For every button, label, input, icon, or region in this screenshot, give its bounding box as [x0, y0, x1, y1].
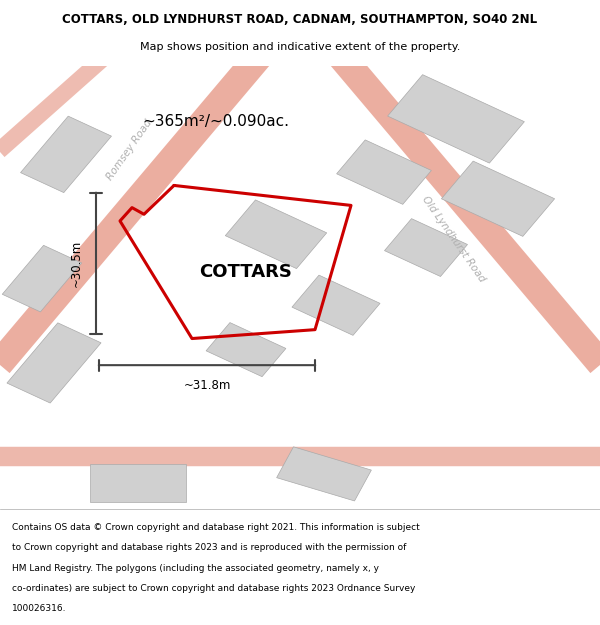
- Text: ~365m²/~0.090ac.: ~365m²/~0.090ac.: [143, 114, 290, 129]
- Text: to Crown copyright and database rights 2023 and is reproduced with the permissio: to Crown copyright and database rights 2…: [12, 544, 406, 552]
- Text: Contains OS data © Crown copyright and database right 2021. This information is : Contains OS data © Crown copyright and d…: [12, 523, 420, 532]
- Text: Map shows position and indicative extent of the property.: Map shows position and indicative extent…: [140, 42, 460, 52]
- Text: Romsey Road: Romsey Road: [104, 118, 154, 182]
- Text: COTTARS: COTTARS: [200, 263, 292, 281]
- Text: HM Land Registry. The polygons (including the associated geometry, namely x, y: HM Land Registry. The polygons (includin…: [12, 564, 379, 572]
- Polygon shape: [385, 219, 467, 276]
- Text: ~31.8m: ~31.8m: [184, 379, 230, 392]
- Polygon shape: [277, 447, 371, 501]
- Polygon shape: [225, 200, 327, 269]
- Polygon shape: [206, 322, 286, 377]
- Text: COTTARS, OLD LYNDHURST ROAD, CADNAM, SOUTHAMPTON, SO40 2NL: COTTARS, OLD LYNDHURST ROAD, CADNAM, SOU…: [62, 13, 538, 26]
- Polygon shape: [20, 116, 112, 192]
- Polygon shape: [292, 275, 380, 336]
- Text: 100026316.: 100026316.: [12, 604, 67, 613]
- Polygon shape: [2, 246, 82, 312]
- Text: co-ordinates) are subject to Crown copyright and database rights 2023 Ordnance S: co-ordinates) are subject to Crown copyr…: [12, 584, 415, 593]
- Polygon shape: [442, 161, 554, 236]
- Text: Old Lyndhurst Road: Old Lyndhurst Road: [419, 194, 487, 284]
- Polygon shape: [7, 323, 101, 403]
- Text: ~30.5m: ~30.5m: [70, 239, 83, 287]
- Polygon shape: [90, 464, 186, 502]
- Polygon shape: [337, 140, 431, 204]
- Polygon shape: [388, 74, 524, 163]
